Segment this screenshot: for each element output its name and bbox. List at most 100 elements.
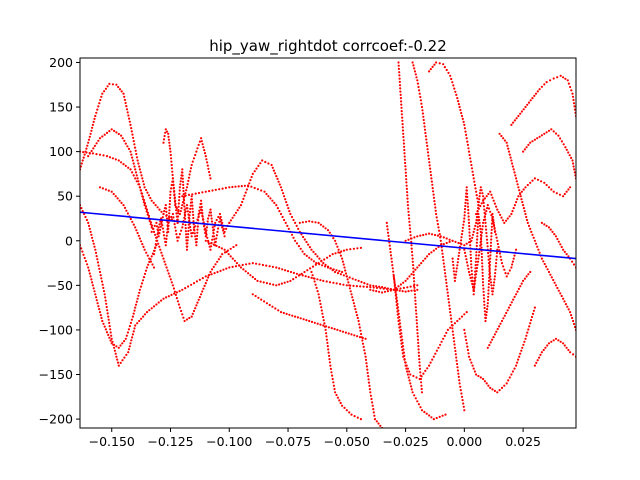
scatter-point	[431, 358, 434, 361]
scatter-point	[328, 231, 331, 234]
scatter-point	[328, 358, 331, 361]
scatter-point	[108, 82, 111, 85]
scatter-point	[261, 159, 264, 162]
scatter-point	[481, 192, 484, 195]
scatter-point	[176, 218, 179, 221]
scatter-point	[220, 218, 223, 222]
scatter-point	[453, 343, 456, 346]
scatter-point	[110, 337, 113, 340]
scatter-point	[134, 177, 137, 180]
scatter-point	[143, 248, 146, 251]
scatter-point	[488, 260, 492, 263]
scatter-point	[243, 194, 246, 197]
scatter-point	[322, 315, 325, 319]
scatter-point	[319, 302, 322, 306]
scatter-point	[282, 311, 285, 315]
scatter-point	[231, 185, 234, 189]
scatter-point	[274, 172, 277, 175]
scatter-point	[166, 228, 169, 231]
scatter-point	[485, 311, 488, 314]
scatter-point	[470, 263, 473, 266]
scatter-point	[515, 364, 518, 367]
scatter-point	[214, 240, 217, 243]
scatter-point	[466, 140, 469, 143]
scatter-point	[178, 186, 181, 189]
scatter-point	[511, 165, 514, 168]
scatter-point	[529, 270, 532, 274]
scatter-point	[516, 361, 519, 364]
scatter-point	[489, 190, 492, 193]
scatter-point	[507, 272, 510, 275]
scatter-point	[504, 272, 507, 275]
scatter-point	[467, 352, 470, 355]
scatter-point	[104, 299, 107, 302]
scatter-point	[205, 279, 208, 282]
scatter-point	[507, 147, 510, 150]
scatter-point	[414, 268, 417, 271]
scatter-point	[126, 111, 129, 114]
scatter-point	[515, 248, 518, 251]
scatter-point	[444, 272, 447, 275]
scatter-point	[414, 306, 417, 309]
scatter-point	[153, 224, 156, 227]
scatter-point	[481, 265, 484, 268]
scatter-point	[116, 358, 119, 361]
scatter-point	[432, 196, 436, 199]
scatter-point	[82, 253, 85, 256]
scatter-point	[488, 344, 491, 347]
scatter-point	[554, 284, 558, 287]
scatter-point	[332, 237, 335, 240]
scatter-point	[280, 282, 283, 285]
scatter-point	[316, 290, 319, 293]
scatter-point	[350, 413, 353, 416]
scatter-point	[474, 260, 477, 263]
scatter-point	[494, 230, 497, 233]
scatter-point	[221, 221, 224, 224]
scatter-point	[538, 88, 541, 91]
scatter-point	[175, 233, 178, 236]
scatter-point	[125, 353, 128, 356]
scatter-point	[498, 252, 501, 255]
scatter-point	[351, 277, 354, 280]
scatter-point	[509, 303, 512, 307]
scatter-point	[479, 227, 482, 230]
scatter-point	[91, 284, 94, 287]
scatter-point	[531, 97, 534, 100]
scatter-point	[145, 311, 149, 314]
scatter-point	[319, 279, 322, 282]
scatter-point	[502, 265, 505, 268]
scatter-point	[170, 160, 173, 163]
scatter-point	[562, 297, 565, 300]
scatter-point	[473, 183, 476, 187]
scatter-point	[146, 191, 149, 194]
scatter-point	[401, 123, 404, 126]
scatter-point	[347, 332, 350, 335]
scatter-point	[455, 267, 458, 270]
scatter-point	[107, 318, 110, 321]
scatter-point	[369, 284, 372, 287]
scatter-point	[142, 183, 145, 186]
scatter-point	[196, 231, 199, 234]
scatter-point	[300, 272, 303, 275]
y-tick-label: −150	[39, 367, 73, 382]
scatter-point	[321, 312, 324, 315]
scatter-point	[92, 147, 95, 150]
scatter-point	[298, 221, 301, 224]
scatter-point	[554, 132, 558, 135]
scatter-point	[312, 260, 315, 263]
scatter-point	[439, 235, 442, 238]
scatter-point	[478, 221, 481, 224]
scatter-point	[483, 215, 486, 219]
scatter-point	[132, 162, 135, 165]
scatter-point	[502, 137, 505, 140]
scatter-point	[457, 257, 460, 261]
scatter-point	[499, 255, 502, 258]
scatter-point	[429, 170, 432, 173]
scatter-point	[173, 194, 176, 197]
scatter-point	[418, 92, 421, 95]
scatter-point	[101, 319, 104, 323]
scatter-point	[443, 334, 446, 337]
scatter-point	[400, 103, 403, 106]
scatter-point	[460, 392, 463, 395]
scatter-point	[207, 240, 210, 244]
